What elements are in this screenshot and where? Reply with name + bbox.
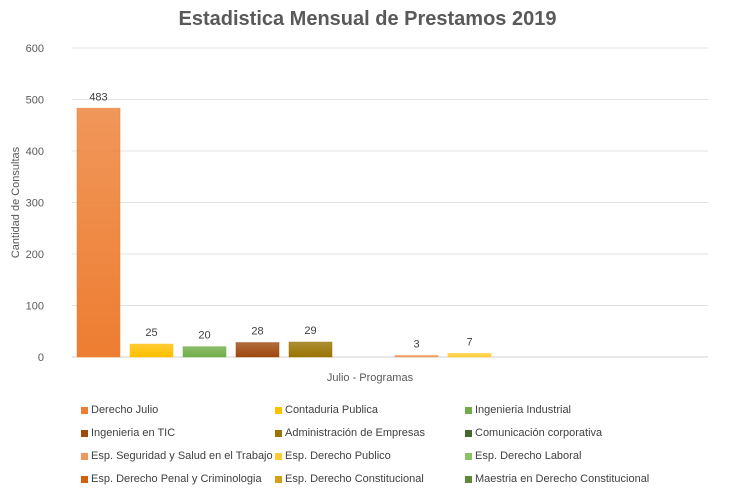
y-tick-label: 600 (26, 43, 44, 55)
legend-swatch (275, 452, 282, 460)
legend-label: Esp. Derecho Laboral (475, 450, 582, 462)
bar-esp-seguridad-y-salud-en-el-trabajo (394, 354, 439, 358)
y-tick-label: 200 (26, 249, 44, 261)
legend-swatch (275, 475, 282, 483)
legend-label: Administración de Empresas (285, 427, 426, 439)
legend-item: Esp. Seguridad y Salud en el Trabajo (81, 448, 275, 464)
legend-label: Esp. Seguridad y Salud en el Trabajo (91, 450, 273, 462)
legend-label: Maestria en Derecho Constitucional (475, 473, 650, 485)
legend-swatch (275, 429, 282, 437)
legend-swatch (465, 406, 472, 414)
bar-esp-derecho-publico (447, 352, 492, 358)
y-tick-label: 100 (26, 301, 44, 313)
legend-swatch (81, 475, 88, 483)
data-label: 25 (145, 327, 157, 339)
legend-swatch (465, 475, 472, 483)
bar-derecho-julio (76, 107, 121, 358)
bar-contaduria-publica (129, 343, 174, 358)
y-tick-label: 500 (26, 95, 44, 107)
data-label: 7 (466, 336, 472, 348)
legend-label: Comunicación corporativa (475, 427, 603, 439)
legend-item: Contaduria Publica (275, 402, 465, 418)
legend-item: Maestria en Derecho Constitucional (465, 471, 715, 487)
y-tick-label: 400 (26, 146, 44, 158)
legend-label: Esp. Derecho Penal y Criminologia (91, 473, 262, 485)
legend-label: Contaduria Publica (285, 404, 378, 416)
bar-administraci-n-de-empresas (288, 341, 333, 358)
bar-ingenieria-industrial (182, 346, 227, 358)
data-label: 483 (89, 91, 107, 103)
legend-item: Ingenieria en TIC (81, 425, 275, 441)
legend-swatch (81, 429, 88, 437)
legend-label: Ingenieria Industrial (475, 404, 572, 416)
legend: Derecho Julio Contaduria Publica Ingenieri… (81, 402, 721, 487)
y-axis-label: Cantidad de Consultas (10, 146, 22, 258)
y-tick-label: 0 (38, 352, 44, 364)
legend-label: Esp. Derecho Constitucional (285, 473, 424, 485)
y-tick-label: 300 (26, 198, 44, 210)
bar-ingenieria-en-tic (235, 342, 280, 358)
legend-swatch (81, 406, 88, 414)
legend-label: Ingenieria en TIC (91, 427, 176, 439)
data-label: 29 (304, 325, 316, 337)
data-label: 20 (198, 330, 210, 342)
legend-item: Ingenieria Industrial (465, 402, 715, 418)
legend-item: Esp. Derecho Penal y Criminologia (81, 471, 275, 487)
legend-item: Derecho Julio (81, 402, 275, 418)
legend-label: Esp. Derecho Publico (285, 450, 391, 462)
legend-item: Esp. Derecho Constitucional (275, 471, 465, 487)
data-label: 28 (251, 326, 263, 338)
legend-swatch (81, 452, 88, 460)
data-label: 3 (413, 338, 419, 350)
legend-swatch (465, 429, 472, 437)
legend-item: Comunicación corporativa (465, 425, 715, 441)
legend-item: Administración de Empresas (275, 425, 465, 441)
x-axis-label: Julio - Programas (327, 372, 414, 384)
legend-item: Esp. Derecho Laboral (465, 448, 715, 464)
legend-swatch (275, 406, 282, 414)
legend-label: Derecho Julio (91, 404, 159, 416)
chart-title: Estadistica Mensual de Prestamos 2019 (178, 8, 557, 30)
legend-item: Esp. Derecho Publico (275, 448, 465, 464)
legend-swatch (465, 452, 472, 460)
